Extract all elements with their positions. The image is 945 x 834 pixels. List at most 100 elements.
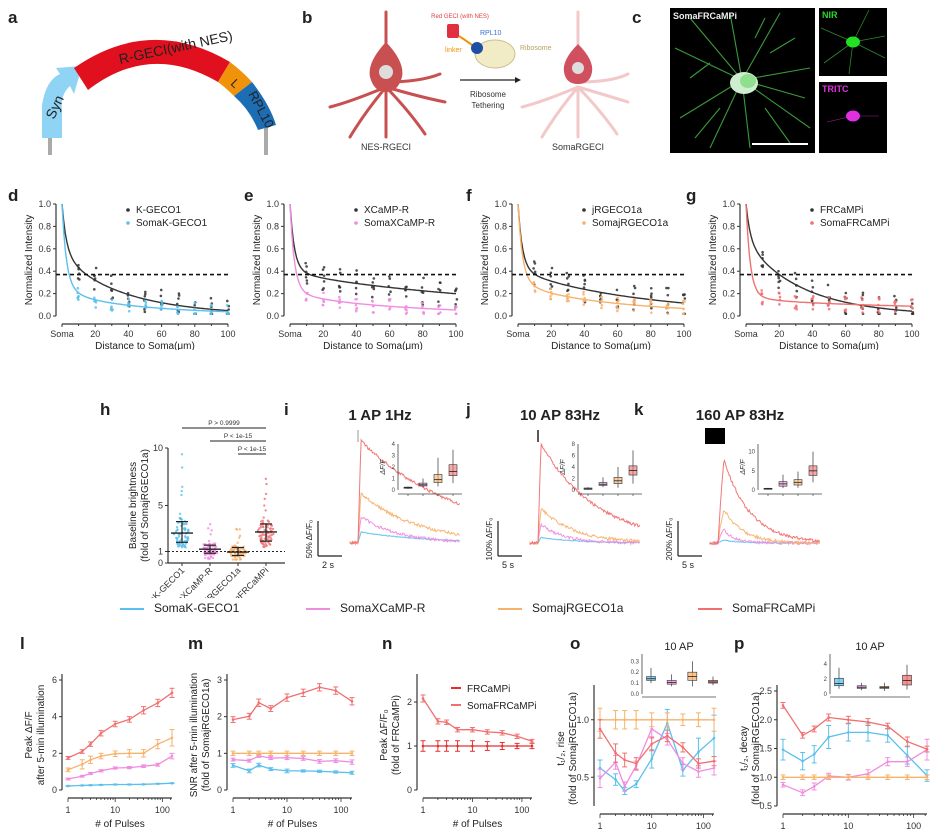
y-tick-label: 0 bbox=[52, 785, 57, 795]
x-tick-label: 60 bbox=[157, 329, 167, 339]
data-point bbox=[179, 517, 183, 520]
data-point bbox=[582, 286, 586, 289]
data-point bbox=[263, 504, 266, 507]
data-point bbox=[159, 288, 163, 292]
data-point bbox=[177, 545, 180, 548]
y-tick-label: 2.5 bbox=[759, 686, 772, 696]
data-point bbox=[269, 536, 272, 540]
data-point bbox=[207, 527, 210, 530]
x-tick-label: 20 bbox=[546, 329, 556, 339]
scale-y-label: 200% ΔF/F₀ bbox=[665, 518, 674, 561]
y-tick-label: 0.4 bbox=[266, 266, 279, 276]
data-point bbox=[261, 519, 265, 523]
data-point bbox=[110, 298, 114, 301]
data-point bbox=[812, 294, 815, 298]
data-point bbox=[683, 300, 686, 303]
data-point bbox=[600, 298, 604, 301]
data-point bbox=[225, 299, 229, 303]
data-point bbox=[177, 292, 181, 295]
data-point bbox=[861, 298, 864, 302]
data-point bbox=[355, 309, 358, 313]
y-axis-label: Normalized Intensity bbox=[252, 215, 263, 306]
chart-distance-d: 0.0 0.2 0.4 0.6 0.8 1.0 Soma 20 40 60 80 100 Distanc… bbox=[24, 199, 236, 350]
trace-soma_frcampi bbox=[709, 458, 821, 546]
data-point bbox=[233, 558, 237, 561]
data-point bbox=[861, 307, 865, 310]
tethering-label-2: Tethering bbox=[472, 101, 505, 110]
y-axis-label-2: (fold of SomajRGECO1a) bbox=[140, 449, 151, 562]
y-axis-label-2: (fold of SomajRGECO1a) bbox=[568, 692, 579, 805]
y-tick-label: 0 bbox=[217, 785, 222, 795]
data-point bbox=[305, 282, 309, 285]
data-point bbox=[93, 288, 96, 291]
stimulus-bar bbox=[705, 428, 725, 444]
data-point bbox=[256, 528, 260, 532]
series-line-SomaFRCaMPi bbox=[782, 705, 928, 750]
data-point bbox=[143, 308, 146, 311]
data-point bbox=[567, 292, 570, 296]
data-point bbox=[230, 547, 233, 550]
data-point bbox=[263, 533, 266, 536]
data-point bbox=[238, 558, 242, 561]
trace-soma_frcampi bbox=[349, 438, 461, 545]
data-point bbox=[338, 267, 342, 271]
data-point bbox=[230, 554, 233, 557]
data-point bbox=[810, 279, 814, 282]
data-point bbox=[175, 536, 178, 540]
inset-y-tick-label: 0 bbox=[392, 488, 396, 494]
x-tick-label: 100 bbox=[448, 329, 463, 339]
legend-label: SomajRGECO1a bbox=[532, 601, 624, 615]
x-tick-label: 100 bbox=[906, 821, 921, 831]
data-point bbox=[354, 298, 357, 301]
data-point bbox=[109, 274, 113, 277]
data-point bbox=[795, 289, 799, 293]
y-tick-label: 0 bbox=[158, 558, 163, 568]
chart-distance-f: 0.0 0.2 0.4 0.6 0.8 1.0 Soma 20 40 60 80 100 Distanc… bbox=[480, 199, 692, 350]
rpl10-segment bbox=[234, 82, 276, 130]
data-point bbox=[355, 269, 358, 272]
data-point bbox=[372, 277, 376, 280]
data-point bbox=[210, 311, 213, 314]
legend-swatch bbox=[120, 608, 144, 610]
data-point bbox=[183, 527, 186, 530]
legend-label: SomajRGECO1a bbox=[592, 218, 669, 229]
fit-curve-SomajRGECO1a bbox=[517, 203, 685, 310]
data-point bbox=[533, 289, 537, 292]
data-point bbox=[778, 279, 782, 283]
data-point bbox=[213, 542, 217, 545]
data-point bbox=[404, 308, 407, 311]
data-point bbox=[160, 303, 164, 306]
data-point bbox=[354, 292, 358, 296]
legend-label: jRGECO1a bbox=[591, 205, 642, 216]
y-axis-label-2: after 5-min illumination bbox=[36, 685, 47, 786]
data-point bbox=[911, 307, 914, 310]
data-point bbox=[261, 542, 264, 546]
data-point bbox=[211, 556, 215, 560]
legend-swatch bbox=[306, 608, 330, 610]
data-point bbox=[263, 497, 266, 501]
scale-x-label: 5 s bbox=[682, 560, 695, 570]
data-point bbox=[207, 539, 211, 543]
data-point bbox=[778, 295, 782, 299]
data-point bbox=[550, 266, 554, 270]
data-point bbox=[180, 453, 184, 456]
trace-soma_jrgeco bbox=[529, 508, 641, 546]
x-axis-label: Distance to Soma(μm) bbox=[95, 341, 195, 350]
data-point bbox=[177, 297, 180, 300]
x-tick-label: 10 bbox=[843, 821, 853, 831]
data-point bbox=[321, 303, 325, 307]
data-point bbox=[582, 293, 585, 296]
data-point bbox=[144, 301, 148, 304]
data-point bbox=[810, 297, 814, 301]
data-point bbox=[438, 304, 442, 307]
y-tick-label: 2.0 bbox=[759, 715, 772, 725]
y-tick-label: 5 bbox=[158, 501, 163, 511]
data-point bbox=[370, 299, 374, 303]
data-point bbox=[208, 522, 212, 526]
x-tick-label: 1 bbox=[780, 821, 785, 831]
x-tick-label: 1 bbox=[420, 805, 425, 815]
inset-y-tick-label: 0.0 bbox=[631, 692, 640, 698]
